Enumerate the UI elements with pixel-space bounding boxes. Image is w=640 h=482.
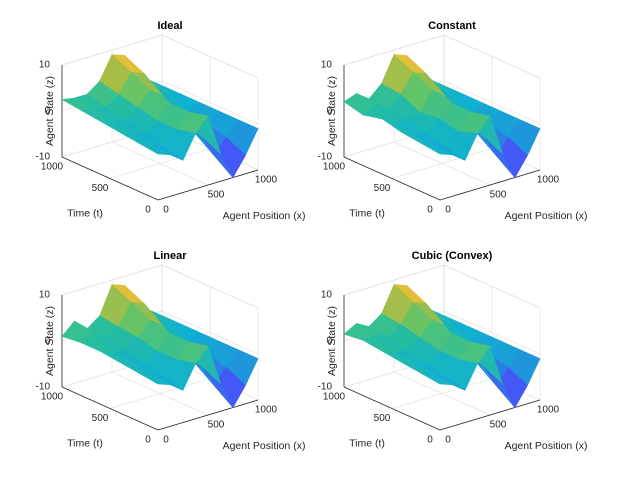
z-tick-label: 10 (39, 290, 51, 301)
y-axis (61, 386, 159, 431)
x-axis (439, 399, 541, 431)
z-tick-label: -10 (36, 152, 51, 163)
y-tick-label: 500 (374, 413, 391, 424)
z-tick-label: 10 (321, 60, 333, 71)
x-tick-label: 0 (445, 435, 451, 446)
y-tick-label: 0 (427, 435, 433, 446)
x-tick-label: 1000 (537, 175, 560, 186)
x-tick-label: 1000 (255, 405, 278, 416)
x-tick-label: 0 (163, 435, 169, 446)
x-tick-label: 500 (490, 190, 507, 201)
x-tick-label: 500 (208, 420, 225, 431)
x-axis-label: Agent Position (x) (505, 440, 588, 452)
chart-title: Linear (153, 250, 187, 262)
y-tick-label: 500 (374, 183, 391, 194)
z-tick-label: -10 (318, 382, 333, 393)
grid-line (391, 378, 493, 409)
z-axis-label: Agent State (z) (326, 76, 338, 146)
x-tick-label: 0 (445, 205, 451, 216)
z-tick-label: 10 (321, 290, 333, 301)
y-tick-label: 1000 (41, 162, 64, 173)
grid-line (109, 148, 211, 179)
x-axis-label: Agent Position (x) (223, 210, 306, 222)
y-axis-label: Time (t) (349, 207, 385, 219)
y-tick-label: 500 (92, 183, 109, 194)
y-tick-label: 1000 (323, 162, 346, 173)
y-tick-label: 1000 (41, 392, 64, 403)
z-tick-label: -10 (318, 152, 333, 163)
grid-line (61, 34, 163, 66)
grid-line (161, 264, 259, 309)
chart-title: Constant (428, 20, 476, 32)
z-axis-label: Agent State (z) (326, 306, 338, 376)
y-axis (61, 156, 159, 201)
grid-line (161, 80, 259, 125)
y-axis-label: Time (t) (67, 207, 103, 219)
grid-line (443, 310, 541, 355)
surface-patch (420, 372, 453, 386)
z-tick-label: 0 (326, 106, 332, 117)
y-axis-label: Time (t) (67, 437, 103, 449)
grid-line (391, 148, 493, 179)
grid-line (443, 80, 541, 125)
x-axis-label: Agent Position (x) (505, 210, 588, 222)
chart-title: Cubic (Convex) (412, 250, 493, 262)
y-axis-label: Time (t) (349, 437, 385, 449)
x-tick-label: 500 (490, 420, 507, 431)
surface-patch (138, 142, 171, 156)
grid-line (61, 264, 163, 296)
y-tick-label: 0 (427, 205, 433, 216)
z-tick-label: 0 (44, 336, 50, 347)
y-axis (343, 156, 441, 201)
x-axis (439, 169, 541, 201)
x-tick-label: 500 (208, 190, 225, 201)
y-axis (343, 386, 441, 431)
y-tick-label: 500 (92, 413, 109, 424)
x-axis-label: Agent Position (x) (223, 440, 306, 452)
grid-line (343, 34, 445, 66)
grid-line (161, 310, 259, 355)
grid-line (161, 34, 259, 79)
x-axis (157, 169, 259, 201)
z-tick-label: -10 (36, 382, 51, 393)
x-tick-label: 0 (163, 205, 169, 216)
grid-line (443, 34, 541, 79)
y-tick-label: 0 (145, 435, 151, 446)
z-tick-label: 10 (39, 60, 51, 71)
z-axis-label: Agent State (z) (44, 306, 56, 376)
z-tick-label: 0 (44, 106, 50, 117)
z-axis-label: Agent State (z) (44, 76, 56, 146)
chart-title: Ideal (157, 20, 182, 32)
x-tick-label: 1000 (537, 405, 560, 416)
surface-patch (420, 142, 453, 156)
z-tick-label: 0 (326, 336, 332, 347)
x-axis (157, 399, 259, 431)
y-tick-label: 1000 (323, 392, 346, 403)
y-tick-label: 0 (145, 205, 151, 216)
x-tick-label: 1000 (255, 175, 278, 186)
surface-patch (138, 372, 171, 386)
grid-line (443, 264, 541, 309)
grid-line (343, 264, 445, 296)
grid-line (109, 378, 211, 409)
